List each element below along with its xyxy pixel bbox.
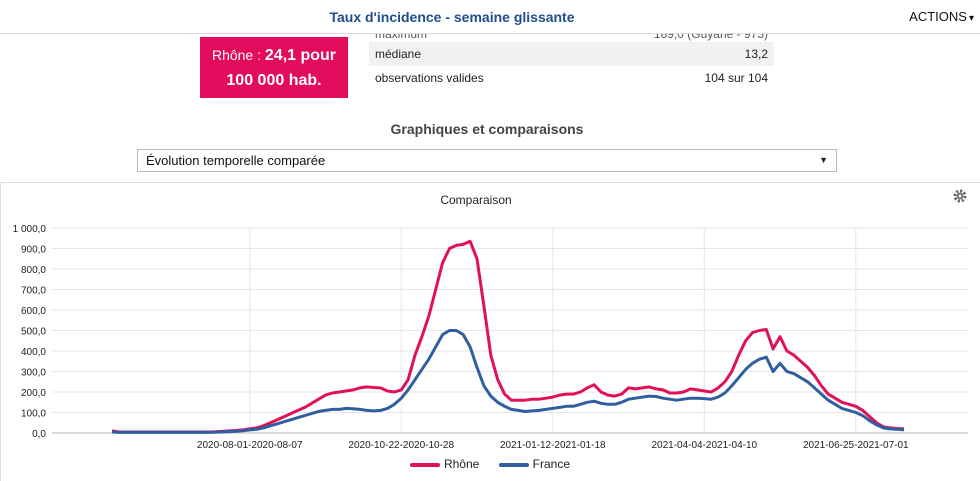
chart-title: Comparaison (440, 193, 511, 207)
actions-menu-button[interactable]: ACTIONS ▾ (909, 9, 974, 24)
y-tick-label: 0,0 (32, 429, 46, 440)
legend-item-rhone[interactable]: Rhône (409, 457, 480, 471)
chart-panel (0, 182, 980, 481)
indicator-value: 24,1 pour (264, 47, 337, 64)
y-tick-label: 700,0 (21, 286, 46, 297)
legend-swatch (498, 462, 529, 467)
indicator-unit: 100 000 hab. (226, 72, 322, 89)
legend-label: France (532, 457, 571, 471)
chevron-down-icon: ▾ (968, 13, 974, 24)
y-tick-label: 500,0 (21, 327, 46, 338)
x-tick-label: 2020-08-01-2020-08-07 (197, 440, 303, 451)
top-bar: Taux d'incidence - semaine glissante ACT… (0, 0, 980, 34)
page-title: Taux d'incidence - semaine glissante (329, 9, 575, 25)
stats-row-observations: observations valides 104 sur 104 (369, 66, 774, 90)
legend-item-france[interactable]: France (498, 457, 571, 471)
select-value: Évolution temporelle comparée (146, 153, 326, 168)
comparison-chart: Comparaison 0,0 100,0 200,0 300,0 400,0 500,0 6… (13, 193, 968, 451)
y-tick-label: 100,0 (21, 409, 46, 420)
y-tick-label: 800,0 (21, 265, 46, 276)
place-name: Rhône (211, 47, 254, 63)
series-line-rhone (111, 239, 905, 434)
chart-legend: Rhône France (0, 457, 980, 471)
series-line-france (111, 329, 905, 434)
stat-label: observations valides (375, 71, 484, 85)
legend-swatch (409, 462, 440, 467)
y-tick-label: 300,0 (21, 368, 46, 379)
x-tick-label: 2021-04-04-2021-04-10 (651, 440, 757, 451)
stat-value: 13,2 (744, 47, 768, 61)
stat-label: médiane (375, 47, 422, 61)
legend-label: Rhône (443, 457, 480, 471)
chart-type-select[interactable]: Évolution temporelle comparée ▼ (137, 149, 837, 172)
separator: : (253, 47, 265, 63)
gear-icon[interactable] (952, 188, 968, 204)
stat-value: 189,0 (Guyane - 973) (653, 34, 768, 41)
stat-value: 104 sur 104 (704, 71, 768, 85)
y-tick-label: 1 000,0 (13, 224, 47, 235)
x-tick-label: 2021-06-25-2021-07-01 (803, 440, 909, 451)
indicator-value-box: Rhône : 24,1 pour 100 000 hab. (200, 37, 348, 98)
stat-label: maximum (375, 34, 428, 41)
stats-row-median: médiane 13,2 (369, 42, 774, 66)
y-tick-label: 200,0 (21, 388, 46, 399)
y-tick-label: 600,0 (21, 306, 46, 317)
x-tick-label: 2020-10-22-2020-10-28 (348, 440, 454, 451)
x-tick-label: 2021-01-12-2021-01-18 (500, 440, 606, 451)
caret-down-icon: ▼ (819, 155, 828, 165)
stats-row-maximum: maximum 189,0 (Guyane - 973) (369, 34, 774, 42)
y-tick-label: 400,0 (21, 347, 46, 358)
section-title: Graphiques et comparaisons (390, 121, 584, 137)
y-tick-label: 900,0 (21, 245, 46, 256)
stats-table: maximum 189,0 (Guyane - 973) médiane 13,… (369, 34, 774, 90)
actions-label: ACTIONS (909, 9, 967, 24)
